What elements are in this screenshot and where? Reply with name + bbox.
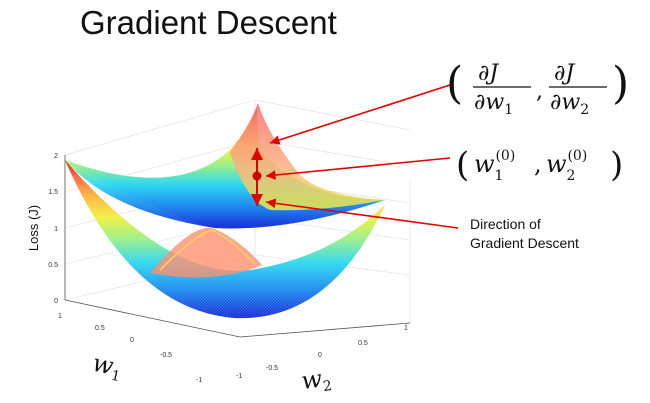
- z-tick-2: 2: [54, 153, 58, 160]
- gradient-numerator-2: ∂J: [554, 61, 575, 86]
- z-axis: 2 1.5 1 0.5 0 Loss (J): [26, 153, 58, 305]
- w1-axis-label: w1: [89, 349, 124, 385]
- direction-label-line1: Direction of: [470, 216, 541, 232]
- point-formula: ( w1(0) , w2(0) ): [456, 145, 623, 185]
- gradient-comma: ,: [536, 79, 543, 104]
- w2-tick-1: 1: [404, 325, 408, 332]
- w2-axis: -1 -0.5 0 0.5 1 w2: [236, 325, 408, 398]
- w1-tick-neg-0-5: -0.5: [160, 352, 172, 359]
- gradient-right-paren: ): [612, 58, 629, 109]
- w1-tick-0-5: 0.5: [95, 325, 105, 332]
- page-title: Gradient Descent: [80, 4, 337, 41]
- w2-tick-neg-1: -1: [236, 373, 242, 380]
- gradient-numerator-1: ∂J: [478, 61, 499, 86]
- point-w1: w1(0): [474, 148, 515, 184]
- direction-label-line2: Gradient Descent: [470, 235, 579, 251]
- gradient-left-paren: (: [446, 58, 463, 109]
- gradient-formula: ( ∂J ∂w1 , ∂J ∂w2 ): [446, 58, 629, 118]
- gradient-denominator-1: ∂w1: [474, 90, 513, 118]
- w1-tick-0: 0: [130, 337, 134, 344]
- direction-label: Direction of Gradient Descent: [470, 216, 579, 251]
- gradient-arrows: [251, 148, 263, 206]
- w2-tick-0: 0: [318, 352, 322, 359]
- point-w2: w2(0): [546, 148, 587, 184]
- w2-tick-neg-0-5: -0.5: [266, 365, 278, 372]
- z-axis-label: Loss (J): [26, 205, 41, 251]
- direction-callout-line: [265, 198, 459, 229]
- point-left-paren: (: [456, 145, 469, 185]
- z-tick-1: 1: [54, 226, 58, 233]
- z-tick-1-5: 1.5: [48, 189, 58, 196]
- w1-tick-1: 1: [58, 313, 62, 320]
- current-point: [252, 171, 262, 181]
- loss-surface: [65, 103, 385, 319]
- w1-axis: 1 0.5 0 -0.5 -1 w1: [58, 313, 202, 385]
- w1-tick-neg-1: -1: [196, 377, 202, 384]
- z-tick-0: 0: [54, 298, 58, 305]
- point-comma: ,: [534, 150, 542, 178]
- point-callout-line: [265, 157, 451, 180]
- w2-axis-label: w2: [300, 363, 333, 398]
- w2-tick-0-5: 0.5: [358, 340, 368, 347]
- z-tick-0-5: 0.5: [48, 262, 58, 269]
- point-right-paren: ): [610, 145, 623, 185]
- gradient-denominator-2: ∂w2: [550, 90, 589, 118]
- gradient-callout-line: [269, 84, 451, 145]
- callout-lines: [265, 84, 459, 229]
